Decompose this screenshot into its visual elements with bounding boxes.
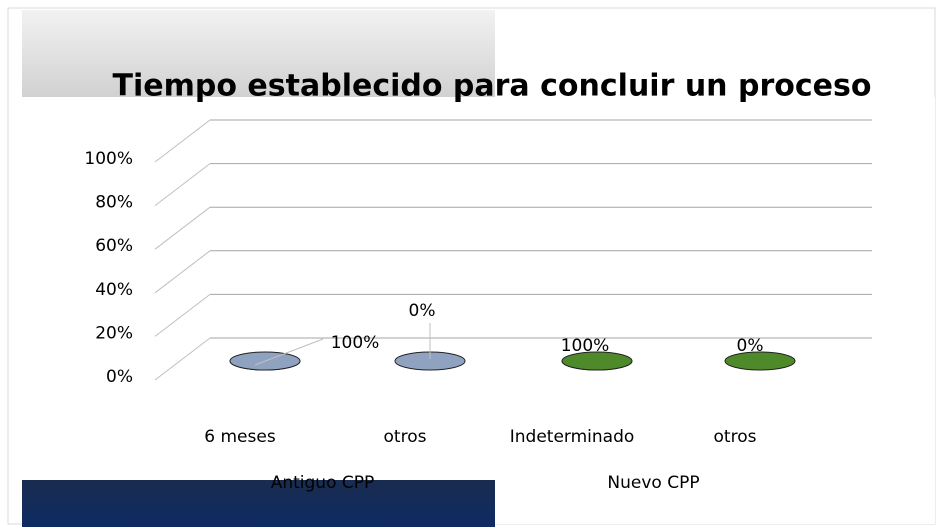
y-tick-label: 20%: [95, 323, 133, 343]
value-label: 100%: [561, 336, 610, 356]
y-tick-label: 40%: [95, 280, 133, 300]
x-tick-label: 6 meses: [204, 427, 276, 447]
plot-area: [22, 97, 935, 480]
value-label: 100%: [331, 333, 380, 353]
y-tick-label: 0%: [106, 367, 133, 387]
value-label: 0%: [409, 301, 436, 321]
grid-line: [154, 250, 211, 294]
group-label: Antiguo CPP: [271, 473, 375, 493]
bar-top: [561, 351, 633, 371]
bar-top: [724, 351, 796, 371]
grid-line: [154, 119, 211, 163]
chart-title: Tiempo establecido para concluir un proc…: [113, 69, 872, 104]
grid-line: [154, 337, 211, 381]
y-tick-label: 60%: [95, 236, 133, 256]
x-tick-label: otros: [384, 427, 427, 447]
y-tick-label: 80%: [95, 193, 133, 213]
grid-line: [154, 163, 211, 206]
grid-line: [154, 294, 211, 337]
bar: [561, 351, 633, 371]
value-label: 0%: [737, 336, 764, 356]
group-label: Nuevo CPP: [607, 473, 699, 493]
bar: [724, 351, 796, 371]
plot-area-lower: [495, 480, 935, 524]
x-tick-label: otros: [714, 427, 757, 447]
x-tick-label: Indeterminado: [510, 427, 635, 447]
grid-line: [154, 206, 211, 250]
y-tick-label: 100%: [84, 149, 133, 169]
leader-line: [254, 338, 324, 366]
